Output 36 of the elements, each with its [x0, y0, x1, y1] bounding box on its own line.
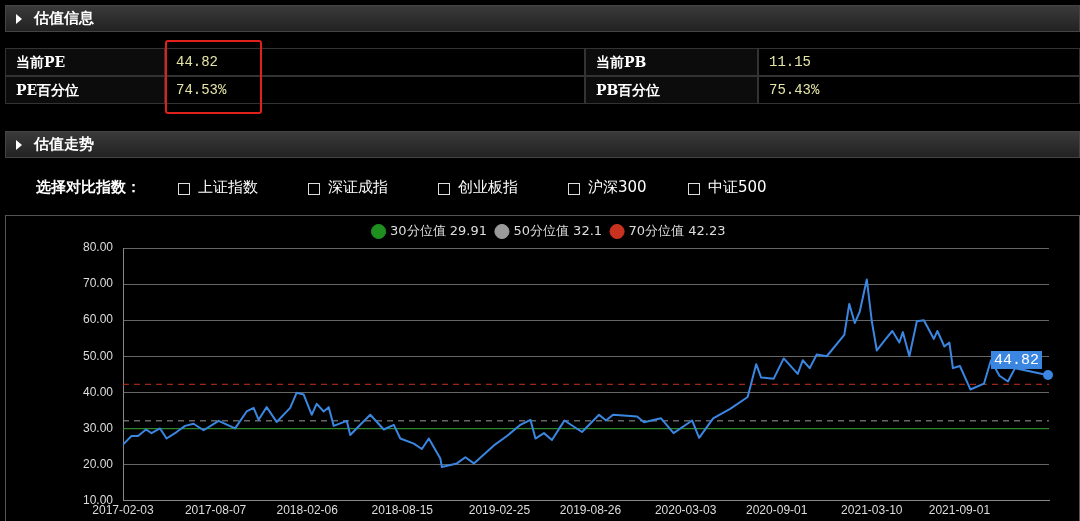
y-tick-label: 80.00 — [82, 240, 114, 255]
legend-label: 70分位值 42.23 — [628, 222, 726, 238]
text: PB百分位 — [585, 76, 758, 104]
y-tick-label: 20.00 — [82, 456, 114, 471]
y-tick-label: 30.00 — [82, 420, 114, 435]
legend-label: 30分位值 29.91 — [390, 222, 487, 238]
text: 75.43% — [758, 76, 1080, 104]
x-tick-label: 2017-08-07 — [184, 503, 247, 518]
x-tick-label: 2020-09-01 — [746, 503, 808, 518]
text: 估值信息 — [34, 9, 94, 28]
text: 沪深300 — [588, 178, 647, 197]
text: 估值走势 — [34, 135, 94, 154]
text: 中证500 — [708, 178, 767, 197]
text: 选择对比指数： — [36, 178, 141, 197]
y-tick-label: 50.00 — [82, 348, 114, 363]
x-tick-label: 2020-03-03 — [654, 503, 717, 518]
text: 创业板指 — [458, 178, 518, 197]
text: 当前PE — [5, 48, 165, 76]
x-tick-label: 2019-08-26 — [559, 503, 622, 518]
y-tick-label: 60.00 — [82, 312, 114, 327]
legend-label: 50分位值 32.1 — [513, 222, 603, 238]
y-tick-label: 40.00 — [82, 384, 114, 399]
x-tick-label: 2019-02-25 — [468, 503, 531, 518]
text: 44.82 — [165, 48, 585, 76]
text: 上证指数 — [198, 178, 258, 197]
text: 深证成指 — [328, 178, 388, 197]
annotation: 44.82 — [993, 351, 1040, 369]
x-tick-label: 2018-08-15 — [371, 503, 434, 518]
text: 74.53% — [165, 76, 585, 104]
text: 当前PB — [585, 48, 758, 76]
x-tick-label: 2021-03-10 — [841, 503, 903, 518]
text: 11.15 — [758, 48, 1080, 76]
x-tick-label: 2021-09-01 — [928, 503, 991, 518]
y-tick-label: 70.00 — [82, 276, 114, 291]
x-tick-label: 2018-02-06 — [276, 503, 339, 518]
text: PE百分位 — [5, 76, 165, 104]
